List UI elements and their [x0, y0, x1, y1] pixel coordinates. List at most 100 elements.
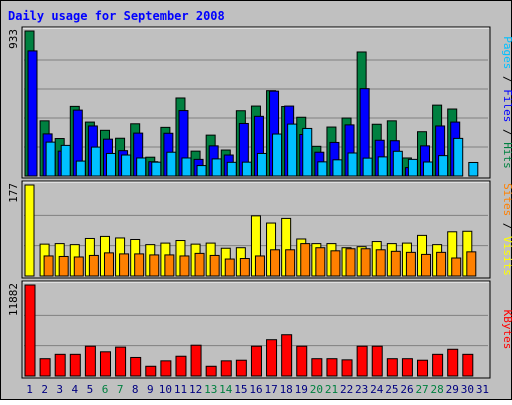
- bar-pages-day-19: [302, 127, 313, 177]
- panel-visits_sites: 177 Sites / Visits: [7, 180, 512, 279]
- bar-kbytes-day-30: [462, 353, 474, 377]
- bar-sites-day-6: [103, 252, 114, 277]
- x-tick-label: 17: [264, 383, 277, 396]
- bar-kbytes-day-17: [266, 339, 278, 377]
- bar-kbytes-day-5: [84, 345, 96, 377]
- bar-sites-day-18: [285, 249, 296, 277]
- bar-kbytes-day-8: [130, 356, 142, 377]
- bar-sites-day-15: [239, 258, 250, 277]
- bar-kbytes-day-6: [99, 351, 111, 377]
- bar-kbytes-day-25: [386, 358, 398, 377]
- x-tick-label: 15: [234, 383, 247, 396]
- x-tick-label: 1: [26, 383, 33, 396]
- bar-pages-day-15: [241, 161, 252, 177]
- chart-panels: 933 Pages / Files / Hits 177 Sites / Visits…: [7, 26, 512, 379]
- bar-pages-day-28: [438, 155, 449, 177]
- bar-sites-day-16: [254, 255, 265, 277]
- bar-pages-day-13: [211, 158, 222, 177]
- series-label-sites: Sites: [501, 183, 512, 216]
- bar-kbytes-day-10: [160, 360, 172, 377]
- bar-pages-day-16: [256, 152, 267, 177]
- bar-pages-day-9: [151, 161, 162, 177]
- bar-kbytes-day-26: [401, 358, 413, 377]
- x-tick-label: 29: [446, 383, 459, 396]
- bar-sites-day-5: [88, 254, 99, 277]
- bar-pages-day-30: [468, 161, 479, 177]
- x-tick-label: 21: [325, 383, 338, 396]
- bar-kbytes-day-7: [115, 346, 127, 377]
- x-tick-label: 16: [249, 383, 262, 396]
- series-kbytes: [24, 284, 474, 377]
- x-tick-label: 4: [72, 383, 79, 396]
- y-max-label: 933: [7, 29, 20, 49]
- x-tick-label: 9: [147, 383, 154, 396]
- series-labels: KBytes: [501, 310, 512, 350]
- x-tick-label: 13: [204, 383, 217, 396]
- bar-kbytes-day-13: [205, 365, 217, 377]
- bar-pages-day-4: [75, 160, 86, 177]
- bar-sites-day-26: [405, 251, 416, 277]
- bar-kbytes-day-15: [235, 359, 247, 377]
- bar-pages-day-12: [196, 165, 207, 177]
- bar-sites-day-19: [300, 243, 311, 277]
- bar-pages-day-11: [181, 157, 192, 177]
- series-label-kbytes: KBytes: [501, 310, 512, 350]
- bar-pages-day-20: [317, 161, 328, 177]
- bar-sites-day-30: [466, 251, 477, 277]
- x-tick-label: 11: [174, 383, 187, 396]
- x-tick-label: 5: [87, 383, 94, 396]
- x-tick-label: 2: [41, 383, 48, 396]
- x-tick-label: 12: [189, 383, 202, 396]
- x-tick-label: 7: [117, 383, 124, 396]
- x-tick-label: 14: [219, 383, 233, 396]
- series-labels: Pages / Files / Hits: [501, 36, 512, 169]
- bar-kbytes-day-2: [39, 358, 51, 377]
- bar-kbytes-day-18: [281, 334, 293, 377]
- bar-sites-day-2: [43, 255, 54, 277]
- bar-sites-day-9: [149, 254, 160, 277]
- bar-pages-day-10: [166, 151, 177, 177]
- x-tick-label: 25: [385, 383, 398, 396]
- bar-sites-day-23: [360, 248, 371, 277]
- bar-sites-day-3: [58, 255, 69, 277]
- bar-sites-day-20: [315, 247, 326, 277]
- bar-sites-day-7: [119, 253, 130, 277]
- bar-pages-day-26: [407, 158, 418, 177]
- bar-sites-day-27: [421, 253, 432, 277]
- series-label-files: Files: [501, 89, 512, 122]
- x-axis: 1 2 3 4 5 6 7 8 9 10 11 12 13 14 15 16 17 18 19 20 21 22 23 24 2…: [26, 383, 489, 396]
- x-tick-label: 24: [370, 383, 384, 396]
- bar-sites-day-29: [451, 257, 462, 277]
- bar-pages-day-25: [392, 150, 403, 177]
- bar-kbytes-day-21: [326, 358, 338, 377]
- bar-kbytes-day-28: [432, 353, 444, 377]
- bar-sites-day-25: [390, 250, 401, 277]
- bar-pages-day-14: [226, 161, 237, 177]
- bar-pages-day-17: [272, 133, 283, 177]
- bar-kbytes-day-16: [250, 345, 262, 377]
- x-tick-label: 6: [102, 383, 109, 396]
- x-tick-label: 19: [295, 383, 308, 396]
- bar-sites-day-4: [73, 256, 84, 277]
- bar-pages-day-2: [45, 141, 56, 177]
- bar-pages-day-5: [90, 146, 101, 177]
- x-tick-label: 3: [56, 383, 63, 396]
- bar-sites-day-14: [224, 258, 235, 277]
- series-label-visits: Visits: [501, 236, 512, 276]
- bar-pages-day-22: [347, 152, 358, 177]
- bar-pages-day-27: [423, 161, 434, 177]
- series-label-separator: /: [501, 69, 512, 89]
- bar-kbytes-day-4: [69, 353, 81, 377]
- series-sites: [43, 243, 477, 277]
- series-pages: [45, 123, 479, 177]
- bar-pages-day-24: [377, 156, 388, 177]
- bar-sites-day-13: [209, 254, 220, 277]
- series-label-pages: Pages: [501, 36, 512, 69]
- bar-kbytes-day-22: [341, 359, 353, 377]
- x-tick-label: 10: [159, 383, 172, 396]
- x-tick-label: 8: [132, 383, 139, 396]
- bar-sites-day-24: [375, 249, 386, 277]
- chart-title: Daily usage for September 2008: [8, 9, 225, 23]
- bar-pages-day-23: [362, 157, 373, 177]
